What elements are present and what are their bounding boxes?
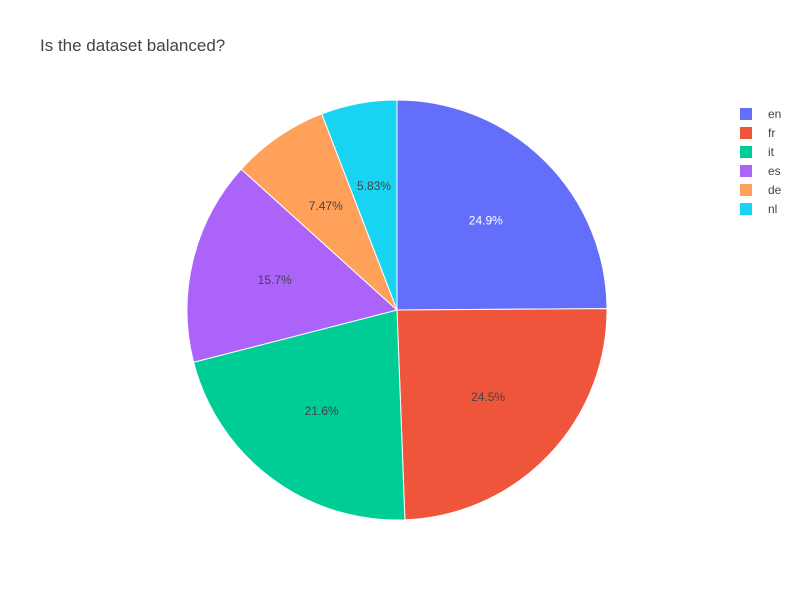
pie-slices — [186, 99, 608, 521]
chart-title: Is the dataset balanced? — [40, 36, 225, 55]
pie-slice-en — [396, 99, 608, 311]
legend-item-en[interactable]: en — [740, 107, 781, 121]
legend-label-nl: nl — [768, 202, 777, 216]
slice-label-es: 15.7% — [258, 273, 292, 287]
legend-swatch-de — [740, 184, 752, 196]
legend-swatch-es — [740, 165, 752, 177]
legend-swatch-en — [740, 108, 752, 120]
legend-item-fr[interactable]: fr — [740, 126, 775, 140]
slice-label-fr: 24.5% — [471, 390, 505, 404]
legend-swatch-it — [740, 146, 752, 158]
slice-label-en: 24.9% — [469, 214, 503, 228]
legend-swatch-nl — [740, 203, 752, 215]
slice-label-de: 7.47% — [309, 199, 343, 213]
pie-slice-es — [186, 168, 399, 363]
legend-item-it[interactable]: it — [740, 145, 775, 159]
pie-slice-fr — [396, 308, 608, 521]
legend-label-es: es — [768, 164, 781, 178]
pie-slice-labels: 24.9% 24.5% 21.6% 15.7% 7.47% 5.83% — [258, 179, 506, 418]
legend-swatch-fr — [740, 127, 752, 139]
legend-label-en: en — [768, 107, 781, 121]
legend-item-nl[interactable]: nl — [740, 202, 777, 216]
slice-label-it: 21.6% — [305, 404, 339, 418]
pie-slice-de — [240, 113, 398, 311]
legend-item-es[interactable]: es — [740, 164, 781, 178]
legend-label-fr: fr — [768, 126, 775, 140]
legend: en fr it es de nl — [740, 107, 782, 216]
legend-label-it: it — [768, 145, 775, 159]
legend-label-de: de — [768, 183, 782, 197]
legend-item-de[interactable]: de — [740, 183, 782, 197]
pie-slice-it — [192, 309, 406, 521]
slice-label-nl: 5.83% — [357, 179, 391, 193]
pie-slice-nl — [321, 99, 398, 311]
